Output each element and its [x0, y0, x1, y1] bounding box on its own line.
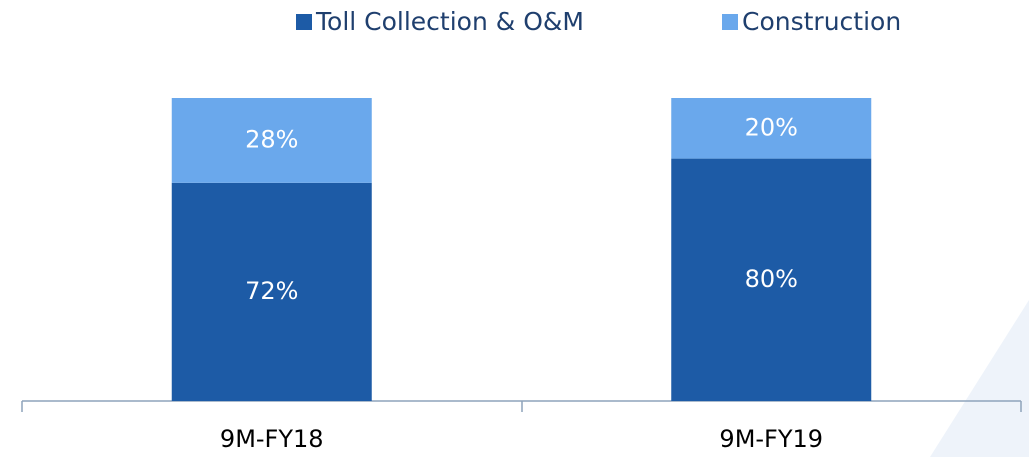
- x-tick-label: 9M-FY19: [719, 425, 823, 453]
- bar-segment: [671, 158, 872, 401]
- data-label: 20%: [745, 113, 798, 141]
- legend-label: Toll Collection & O&M: [315, 7, 584, 36]
- legend-swatch: [722, 14, 738, 30]
- bar-segment: [171, 98, 372, 183]
- x-axis: [21, 400, 1022, 412]
- data-label: 28%: [245, 125, 298, 153]
- bar-segment: [171, 182, 372, 401]
- bar-segment: [671, 98, 872, 159]
- legend-label: Construction: [742, 7, 901, 36]
- data-label: 80%: [745, 265, 798, 293]
- decoration: [930, 300, 1029, 457]
- legend-swatch: [296, 14, 312, 30]
- x-tick-label: 9M-FY18: [220, 425, 324, 453]
- legend: Toll Collection & O&M Construction: [296, 7, 901, 36]
- data-label: 72%: [245, 277, 298, 305]
